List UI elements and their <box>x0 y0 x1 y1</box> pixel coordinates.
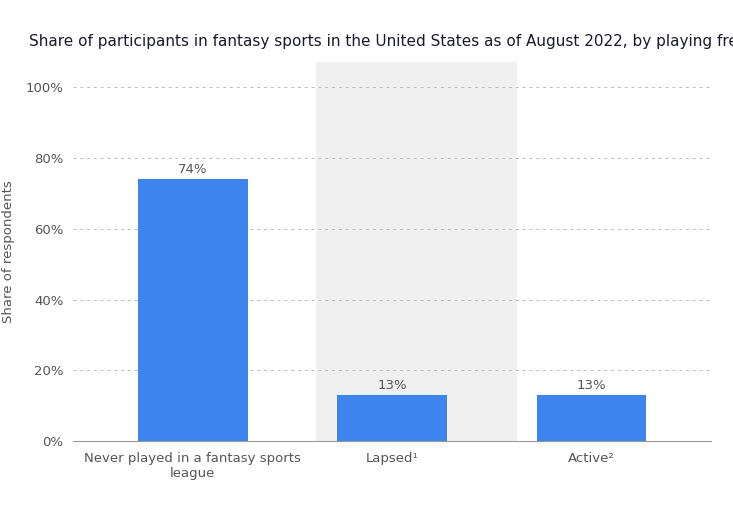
Text: Share of participants in fantasy sports in the United States as of August 2022, : Share of participants in fantasy sports … <box>29 34 733 49</box>
Text: 13%: 13% <box>577 379 606 392</box>
Bar <box>337 395 447 441</box>
Text: 74%: 74% <box>178 163 207 176</box>
Y-axis label: Share of respondents: Share of respondents <box>1 180 15 323</box>
Bar <box>317 62 516 441</box>
Bar <box>138 179 248 441</box>
Text: 13%: 13% <box>377 379 407 392</box>
Bar <box>537 395 647 441</box>
